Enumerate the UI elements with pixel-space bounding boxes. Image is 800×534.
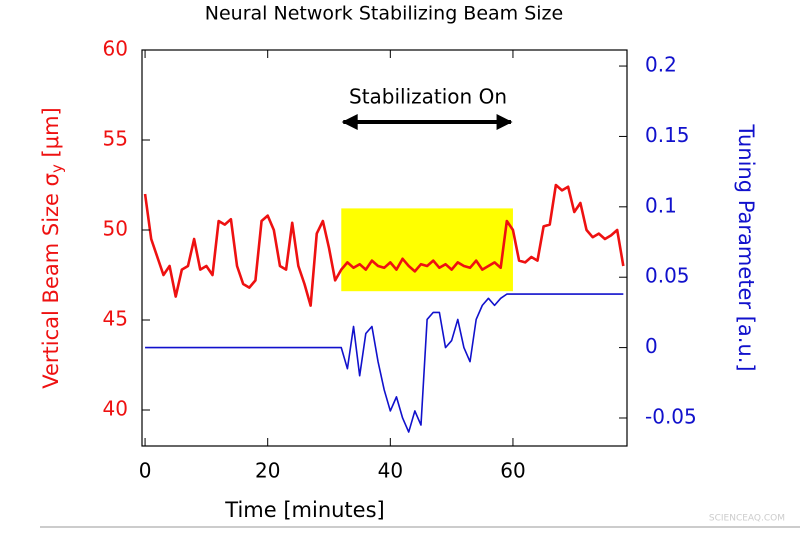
y-tick-label: 50 [103, 217, 128, 241]
y-axis-label: Vertical Beam Size σy [μm] [39, 107, 66, 388]
x-tick-label: 0 [139, 459, 152, 483]
x-axis-label: Time [minutes] [224, 498, 384, 522]
y2-tick-label: 0.05 [645, 264, 690, 288]
y-tick-label: 55 [103, 127, 128, 151]
y2-axis-label: Tuning Parameter [a.u.] [734, 123, 758, 371]
watermark: SCIENCEAQ.COM [709, 514, 785, 524]
y2-tick-label: 0 [645, 334, 658, 358]
chart-title: Neural Network Stabilizing Beam Size [205, 3, 563, 25]
y-axis-label-main: Vertical Beam Size σ [39, 173, 63, 389]
y-axis-label-end: [μm] [39, 107, 63, 164]
y2-tick-label: 0.2 [645, 53, 677, 77]
x-tick-label: 40 [378, 459, 403, 483]
y-tick-label: 40 [103, 397, 128, 421]
y-axis-label-sub: y [48, 164, 66, 173]
data-line [145, 293, 624, 433]
data-line [143, 183, 625, 307]
highlight-region [341, 208, 513, 292]
x-tick-label: 20 [255, 459, 280, 483]
plot-frame [141, 49, 628, 447]
y-tick-label: 45 [103, 307, 128, 331]
y2-tick-label: -0.05 [645, 404, 697, 428]
x-tick-label: 60 [500, 459, 525, 483]
y-tick-label: 60 [103, 37, 128, 61]
y2-tick-label: 0.1 [645, 193, 677, 217]
annotation: Stabilization On [349, 85, 507, 109]
y2-tick-label: 0.15 [645, 123, 690, 147]
